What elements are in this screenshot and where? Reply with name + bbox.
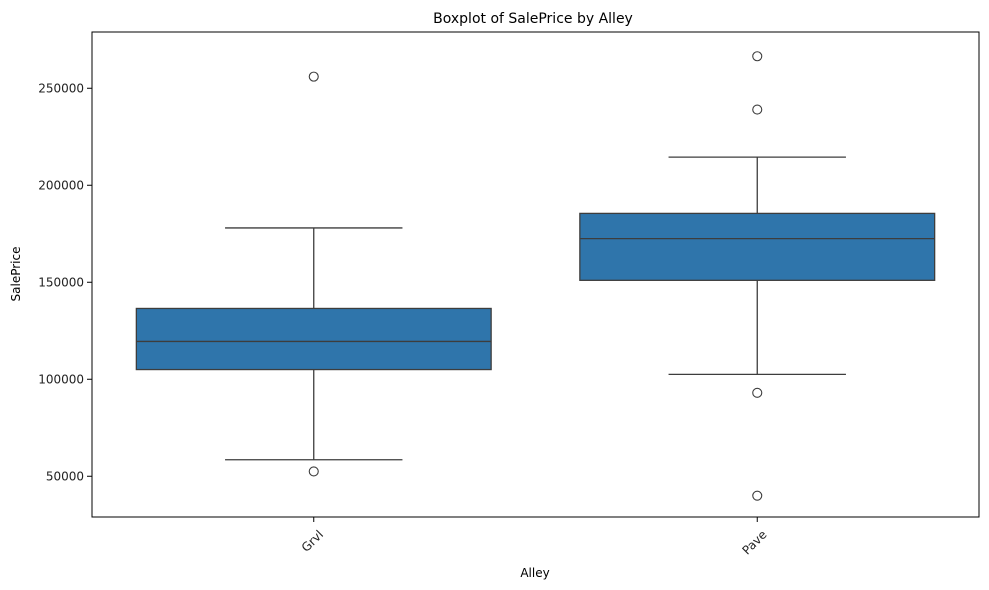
outlier-point <box>308 71 319 82</box>
chart-title: Boxplot of SalePrice by Alley <box>433 11 633 27</box>
x-axis: Grvl Pave <box>299 517 770 558</box>
x-axis-label: Alley <box>520 566 549 580</box>
y-axis-label: SalePrice <box>9 247 23 302</box>
box-group-grvl <box>135 71 492 477</box>
outlier-point <box>752 104 763 115</box>
x-tick-label: Grvl <box>299 527 326 554</box>
y-tick-label: 250000 <box>38 81 84 95</box>
box-group-pave <box>579 51 936 501</box>
iqr-box <box>579 212 936 281</box>
outlier-point <box>752 387 763 398</box>
plot-frame <box>91 31 980 518</box>
y-tick-label: 50000 <box>46 469 84 483</box>
y-tick-label: 150000 <box>38 275 84 289</box>
outlier-point <box>752 51 763 62</box>
plot-area <box>135 51 936 501</box>
y-tick-label: 200000 <box>38 178 84 192</box>
y-tick-label: 100000 <box>38 372 84 386</box>
outlier-point <box>752 490 763 501</box>
outlier-point <box>308 466 319 477</box>
y-axis: 50000 100000 150000 200000 250000 <box>38 81 92 483</box>
iqr-box <box>135 307 492 371</box>
x-tick-label: Pave <box>740 527 770 557</box>
